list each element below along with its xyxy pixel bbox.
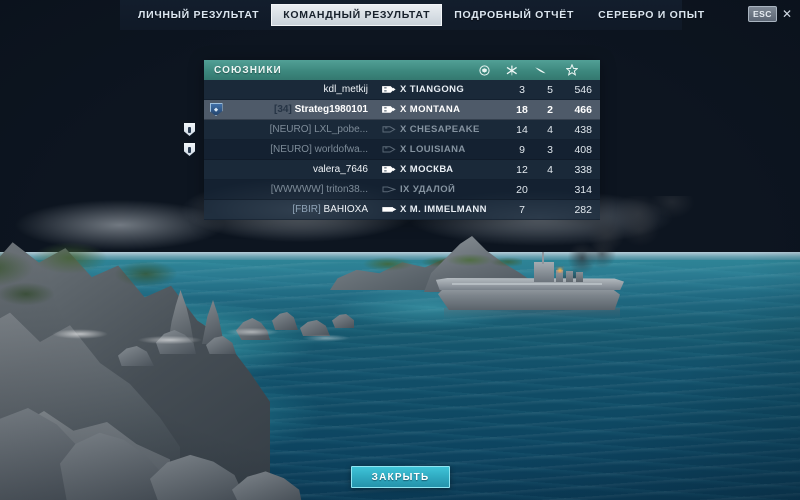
ship-name: IX УДАЛОЙ xyxy=(400,184,456,195)
esc-close-control[interactable]: ESC ✕ xyxy=(747,6,792,22)
scoreboard-row[interactable]: ◆ [34] Strateg1980101 X MONTANA 18 2 466 xyxy=(204,100,600,120)
close-icon[interactable]: ✕ xyxy=(781,7,792,21)
player-name-cell[interactable]: [WWWWW] triton38... xyxy=(228,184,378,195)
ship-class-icon xyxy=(378,165,400,174)
stat-experience: 338 xyxy=(574,163,592,176)
close-button[interactable]: ЗАКРЫТЬ xyxy=(351,466,450,488)
ship-class-icon xyxy=(378,125,400,134)
carrier-bridge xyxy=(534,262,554,282)
clan-tag: [34] xyxy=(274,104,292,115)
player-name-cell[interactable]: [NEURO] worldofwa... xyxy=(228,144,378,155)
scoreboard-row[interactable]: [FBIR] BAHIOXA X M. IMMELMANN 7 282 xyxy=(204,200,600,220)
ship-reflection xyxy=(444,308,620,320)
ship-name: X LOUISIANA xyxy=(400,144,466,155)
player-name-cell[interactable]: [34] Strateg1980101 xyxy=(228,104,378,115)
ship-class-icon xyxy=(378,85,400,94)
player-name-cell[interactable]: kdl_metkij xyxy=(228,84,378,95)
result-tab-bar: ЛИЧНЫЙ РЕЗУЛЬТАТ КОМАНДНЫЙ РЕЗУЛЬТАТ ПОДРО… xyxy=(120,0,704,30)
planes-destroyed-icon[interactable] xyxy=(498,65,526,76)
achievements-icon[interactable] xyxy=(470,64,498,76)
stat-achievements: 12 xyxy=(516,163,528,176)
player-name-cell[interactable]: [FBIR] BAHIOXA xyxy=(228,204,378,215)
player-name: kdl_metkij xyxy=(323,84,368,95)
carrier-funnel xyxy=(556,270,563,282)
stat-experience: 408 xyxy=(574,143,592,156)
tab-1[interactable]: КОМАНДНЫЙ РЕЗУЛЬТАТ xyxy=(271,4,443,26)
stat-experience: 438 xyxy=(574,123,592,136)
ship-name: X МОСКВА xyxy=(400,164,454,175)
ship-class-icon xyxy=(378,105,400,114)
player-name: worldofwa... xyxy=(314,144,368,155)
player-name-cell[interactable]: valera_7646 xyxy=(228,164,378,175)
player-name: BAHIOXA xyxy=(323,204,368,215)
player-name: LXL_pobe... xyxy=(314,124,368,135)
stat-experience: 546 xyxy=(574,83,592,96)
stat-experience: 466 xyxy=(574,103,592,116)
clan-badge-cell: ◆ xyxy=(204,103,228,116)
clan-tag: [WWWWW] xyxy=(270,184,324,195)
player-name: valera_7646 xyxy=(312,164,368,175)
stat-experience: 314 xyxy=(574,183,592,196)
player-emblem-icon xyxy=(184,123,195,136)
clan-badge-icon: ◆ xyxy=(209,103,223,116)
stat-planes: 4 xyxy=(547,123,553,136)
clan-tag: [NEURO] xyxy=(269,124,312,135)
stat-planes: 2 xyxy=(547,103,553,116)
scoreboard-row[interactable]: [NEURO] LXL_pobe... X CHESAPEAKE 14 4 438 xyxy=(184,120,600,140)
carrier-deck-marking xyxy=(452,283,602,285)
esc-key-badge: ESC xyxy=(747,6,777,22)
sea-rock xyxy=(118,346,154,366)
carrier-mast xyxy=(542,252,544,264)
stat-planes: 5 xyxy=(547,83,553,96)
carrier-funnel xyxy=(576,272,583,282)
stat-achievements: 14 xyxy=(516,123,528,136)
ship-name: X TIANGONG xyxy=(400,84,465,95)
ship-class-icon xyxy=(378,205,400,214)
carrier-hull xyxy=(438,286,620,310)
ship-class-icon xyxy=(378,145,400,154)
player-name-cell[interactable]: [NEURO] LXL_pobe... xyxy=(228,124,378,135)
scoreboard-row[interactable]: valera_7646 X МОСКВА 12 4 338 xyxy=(204,160,600,180)
scoreboard-row[interactable]: kdl_metkij X TIANGONG 3 5 546 xyxy=(204,80,600,100)
stat-achievements: 18 xyxy=(516,103,528,116)
surf-foam xyxy=(40,322,370,348)
scoreboard-rows: kdl_metkij X TIANGONG 3 5 546 ◆ [34] Strateg19… xyxy=(184,80,600,220)
ship-class-icon xyxy=(378,185,400,194)
carrier-fire xyxy=(556,266,564,273)
player-name: Strateg1980101 xyxy=(294,104,368,115)
left-cliff-foliage xyxy=(0,228,230,318)
ship-name: X M. IMMELMANN xyxy=(400,204,487,215)
far-island-peak-foliage xyxy=(436,250,522,272)
stat-planes: 4 xyxy=(547,163,553,176)
stat-experience: 282 xyxy=(574,203,592,216)
team-scoreboard: СОЮЗНИКИ kdl_metkij X TIANGONG 3 5 546 ◆ [34] … xyxy=(184,60,600,220)
tab-3[interactable]: СЕРЕБРО И ОПЫТ xyxy=(598,9,705,21)
tab-2[interactable]: ПОДРОБНЫЙ ОТЧЁТ xyxy=(454,9,575,21)
player-name: triton38... xyxy=(326,184,368,195)
clan-tag: [NEURO] xyxy=(270,144,312,155)
clan-tag: [FBIR] xyxy=(292,204,321,215)
close-button-label: ЗАКРЫТЬ xyxy=(371,471,430,483)
ship-name: X CHESAPEAKE xyxy=(400,124,480,135)
carrier-funnel xyxy=(566,271,573,282)
stat-achievements: 20 xyxy=(516,183,528,196)
stat-planes: 3 xyxy=(547,143,553,156)
tab-0[interactable]: ЛИЧНЫЙ РЕЗУЛЬТАТ xyxy=(138,9,260,21)
ship-name: X MONTANA xyxy=(400,104,461,115)
scoreboard-row[interactable]: [NEURO] worldofwa... X LOUISIANA 9 3 408 xyxy=(184,140,600,160)
stat-achievements: 7 xyxy=(519,203,525,216)
experience-star-icon[interactable] xyxy=(554,64,590,76)
stat-achievements: 3 xyxy=(519,83,525,96)
scoreboard-header: СОЮЗНИКИ xyxy=(204,60,600,80)
player-emblem-icon xyxy=(184,143,195,156)
torpedo-hits-icon[interactable] xyxy=(526,65,554,76)
scoreboard-title: СОЮЗНИКИ xyxy=(214,64,282,76)
scoreboard-row[interactable]: [WWWWW] triton38... IX УДАЛОЙ 20 314 xyxy=(204,180,600,200)
stat-achievements: 9 xyxy=(519,143,525,156)
